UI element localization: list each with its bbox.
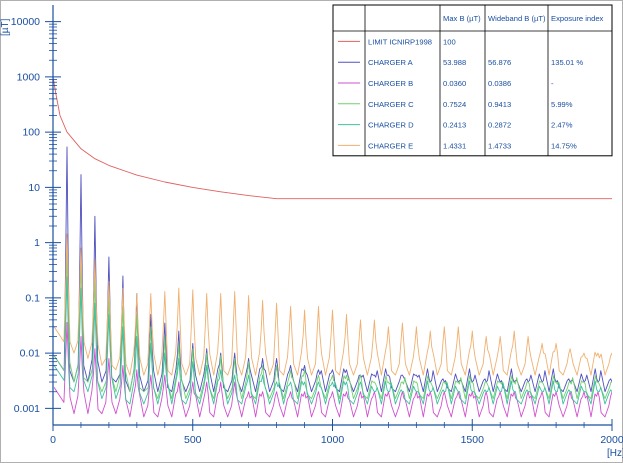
x-tick-label: 2000: [600, 434, 623, 446]
legend-table-cell: 53.988: [443, 58, 466, 67]
legend-table-cell: 1.4733: [488, 141, 511, 150]
legend-table-cell: CHARGER C: [368, 100, 414, 109]
legend-table-header: Max B (µT): [443, 14, 481, 23]
series-line-charger-a: [53, 146, 612, 393]
legend-table-cell: 0.0360: [443, 79, 466, 88]
y-tick-label: 1000: [17, 71, 41, 83]
legend-table-cell: 0.7524: [443, 100, 466, 109]
y-tick-label: 10: [28, 182, 40, 194]
x-tick-label: 0: [50, 434, 56, 446]
legend-table-cell: CHARGER B: [368, 79, 413, 88]
legend-table-cell: CHARGER D: [368, 121, 414, 130]
legend-table-cell: LIMIT ICNIRP1998: [368, 37, 432, 46]
y-tick-label: 0.1: [25, 292, 40, 304]
legend-table-cell: 1.4331: [443, 141, 466, 150]
legend-table-cell: 135.01 %: [551, 58, 583, 67]
series-line-charger-d: [53, 276, 612, 405]
x-tick-label: 1000: [321, 434, 345, 446]
legend-table-cell: CHARGER A: [368, 58, 414, 67]
legend-table-cell: 14.75%: [551, 141, 577, 150]
legend-table-frame: [332, 4, 613, 157]
y-tick-label: 10000: [11, 16, 40, 28]
x-tick-label: 500: [184, 434, 202, 446]
axes-layer: 0.001 0.01 0.1 1 10 100 1000 10000 0 500 1000 1500 2…: [11, 5, 623, 446]
legend-table-cell: 56.876: [488, 58, 511, 67]
y-tick-label: 1: [34, 237, 40, 249]
legend-table-cell: 100: [443, 37, 456, 46]
legend-table-header: Wideband B (µT): [488, 14, 546, 23]
legend-table-cell: CHARGER E: [368, 141, 413, 150]
legend-table-cell: 0.9413: [488, 100, 511, 109]
x-axis-unit-label: [Hz]: [607, 448, 623, 459]
legend-table-cell: 2.47%: [551, 121, 573, 130]
series-line-charger-b: [53, 321, 612, 418]
x-tick-label: 1500: [461, 434, 485, 446]
legend-table-cell: 0.2872: [488, 121, 511, 130]
y-tick-label: 100: [22, 127, 40, 139]
legend-table: Max B (µT) Wideband B (µT) Exposure index L…: [332, 4, 613, 157]
y-axis-unit-label: [µT]: [0, 18, 11, 36]
y-tick-label: 0.001: [14, 403, 40, 415]
series-layer: [53, 76, 612, 418]
legend-table-cell: 0.0386: [488, 79, 511, 88]
y-tick-label: 0.01: [20, 348, 41, 360]
series-line-charger-c: [53, 249, 612, 400]
legend-table-cell: -: [551, 79, 554, 88]
series-line-limit-icnirp1998: [53, 76, 612, 200]
legend-table-cell: 5.99%: [551, 100, 573, 109]
legend-table-header: Exposure index: [551, 14, 604, 23]
series-line-charger-e: [53, 233, 612, 376]
legend-table-cell: 0.2413: [443, 121, 466, 130]
